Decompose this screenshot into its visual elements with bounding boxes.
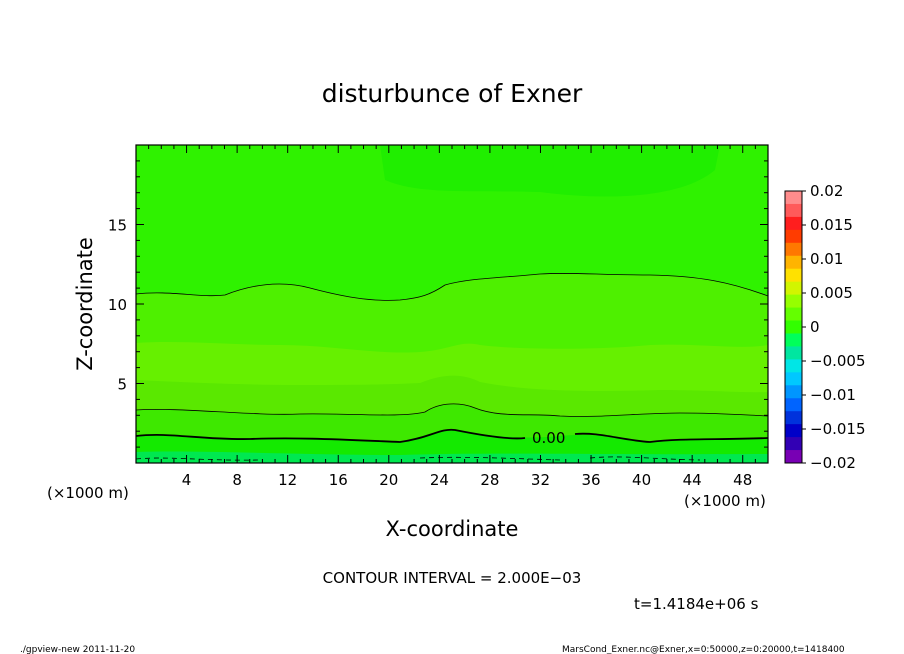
x-axis-label: X-coordinate xyxy=(386,517,519,541)
contour-line-negative xyxy=(136,456,701,461)
x-axis-unit: (×1000 m) xyxy=(684,492,766,510)
colorbar-swatch xyxy=(785,281,802,296)
y-tick-label: 5 xyxy=(117,376,127,394)
x-tick-label: 48 xyxy=(733,471,752,489)
colorbar-swatch xyxy=(785,268,802,283)
colorbar-swatch xyxy=(785,424,802,438)
contour-line-zero xyxy=(136,428,768,443)
x-tick-label: 24 xyxy=(430,471,449,489)
x-tick-label: 36 xyxy=(581,471,600,489)
contour-interval: CONTOUR INTERVAL = 2.000E−03 xyxy=(323,569,582,587)
colorbar-tick-label: 0.015 xyxy=(810,216,853,234)
colorbar-tick-label: −0.01 xyxy=(810,386,856,404)
colorbar-swatch xyxy=(785,437,802,451)
contour-line-lower xyxy=(136,403,768,417)
x-tick-label: 44 xyxy=(683,471,702,489)
colorbar-tick-label: 0 xyxy=(810,318,820,336)
contour-line-upper xyxy=(136,272,768,301)
colorbar-swatch xyxy=(785,320,802,334)
colorbar-swatch xyxy=(785,294,802,309)
footer-left: ./gpview-new 2011-11-20 xyxy=(20,645,135,654)
x-tick-label: 16 xyxy=(329,471,348,489)
colorbar: 0.02 0.015 0.01 0.005 0 −0.005 −0.01 −0.015 −0.0… xyxy=(784,182,866,472)
colorbar-swatch xyxy=(785,411,802,425)
y-axis-label: Z-coordinate xyxy=(73,237,97,371)
y-tick-label: 15 xyxy=(108,217,127,235)
colorbar-tick-label: 0.01 xyxy=(810,250,843,268)
colorbar-swatch xyxy=(785,372,802,386)
colorbar-tick-label: 0.02 xyxy=(810,182,843,200)
chart-title: disturbunce of Exner xyxy=(322,79,583,108)
time-label: t=1.4184e+06 s xyxy=(634,595,759,613)
colorbar-swatch xyxy=(785,191,802,205)
colorbar-swatch xyxy=(785,307,802,322)
colorbar-swatch xyxy=(785,450,802,464)
x-tick-label: 4 xyxy=(182,471,192,489)
colorbar-swatch xyxy=(785,203,802,218)
colorbar-swatch xyxy=(785,229,802,244)
colorbar-swatch xyxy=(785,333,802,347)
colorbar-swatch xyxy=(785,359,802,373)
x-tick-label: 8 xyxy=(232,471,242,489)
x-tick-label: 40 xyxy=(632,471,651,489)
y-axis-unit: (×1000 m) xyxy=(47,484,129,502)
footer-right: MarsCond_Exner.nc@Exner,x=0:50000,z=0:20… xyxy=(562,645,845,654)
colorbar-swatch xyxy=(785,398,802,412)
colorbar-swatch xyxy=(785,216,802,231)
x-tick-label: 12 xyxy=(278,471,297,489)
colorbar-tick-label: −0.005 xyxy=(810,352,866,370)
colorbar-swatch xyxy=(785,346,802,360)
contour-field: 0.00 xyxy=(136,145,768,463)
x-tick-label: 20 xyxy=(379,471,398,489)
colorbar-swatch xyxy=(785,242,802,257)
y-tick-label: 10 xyxy=(108,296,127,314)
field-band-upper-dark xyxy=(380,145,720,197)
colorbar-tick-label: 0.005 xyxy=(810,284,853,302)
colorbar-swatch xyxy=(785,385,802,399)
colorbar-tick-label: −0.015 xyxy=(810,420,866,438)
contour-label: 0.00 xyxy=(532,429,565,447)
x-tick-label: 28 xyxy=(480,471,499,489)
x-tick-label: 32 xyxy=(531,471,550,489)
colorbar-swatch xyxy=(785,255,802,270)
colorbar-tick-label: −0.02 xyxy=(810,454,856,472)
